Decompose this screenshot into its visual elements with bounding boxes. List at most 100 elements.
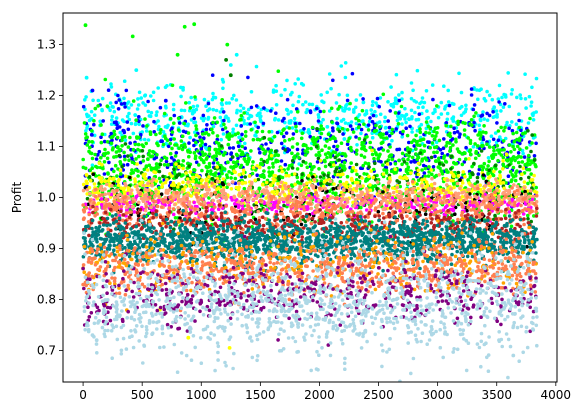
data-point bbox=[194, 141, 198, 145]
data-point bbox=[93, 113, 97, 117]
data-point bbox=[311, 126, 315, 130]
data-point bbox=[158, 177, 162, 181]
data-point bbox=[105, 183, 109, 187]
data-point bbox=[173, 203, 177, 207]
data-point bbox=[366, 215, 370, 219]
data-point bbox=[307, 174, 311, 178]
data-point bbox=[330, 120, 334, 124]
data-point bbox=[172, 168, 176, 172]
data-point bbox=[178, 121, 182, 125]
data-point bbox=[302, 83, 306, 87]
data-point bbox=[426, 116, 430, 120]
data-point bbox=[222, 177, 226, 181]
data-point bbox=[504, 211, 508, 215]
data-point-outlier bbox=[228, 346, 232, 350]
data-point bbox=[261, 147, 265, 151]
data-point bbox=[503, 126, 507, 130]
data-point bbox=[429, 120, 433, 124]
data-point bbox=[100, 185, 104, 189]
data-point bbox=[452, 202, 456, 206]
data-point bbox=[420, 138, 424, 142]
data-point bbox=[258, 166, 262, 170]
data-point bbox=[393, 210, 397, 214]
data-point bbox=[174, 162, 178, 166]
data-point bbox=[355, 98, 359, 102]
data-point bbox=[361, 97, 365, 101]
data-point bbox=[314, 138, 318, 142]
data-point bbox=[92, 123, 96, 127]
data-point bbox=[524, 97, 528, 101]
data-point bbox=[175, 143, 179, 147]
data-point bbox=[250, 114, 254, 118]
data-point bbox=[371, 104, 375, 108]
data-point bbox=[515, 122, 519, 126]
data-point bbox=[483, 162, 487, 166]
data-point bbox=[344, 76, 348, 80]
data-point bbox=[201, 150, 205, 154]
data-point bbox=[99, 179, 103, 183]
data-point bbox=[187, 202, 191, 206]
data-point bbox=[428, 131, 432, 135]
data-point bbox=[410, 115, 414, 119]
data-point bbox=[158, 170, 162, 174]
data-point bbox=[420, 184, 424, 188]
data-point bbox=[200, 169, 204, 173]
data-point bbox=[124, 138, 128, 142]
data-point bbox=[518, 93, 522, 97]
data-point bbox=[397, 122, 401, 126]
data-point bbox=[126, 163, 130, 167]
data-point bbox=[141, 124, 145, 128]
data-point bbox=[154, 133, 158, 137]
data-point bbox=[527, 159, 531, 163]
data-point bbox=[138, 192, 142, 196]
data-point bbox=[126, 115, 130, 119]
data-point bbox=[445, 199, 449, 203]
data-point bbox=[163, 134, 167, 138]
data-point bbox=[482, 138, 486, 142]
data-point bbox=[501, 167, 505, 171]
data-point bbox=[463, 175, 467, 179]
data-point bbox=[219, 169, 223, 173]
data-point bbox=[492, 170, 496, 174]
data-point bbox=[267, 166, 271, 170]
data-point bbox=[450, 179, 454, 183]
data-point bbox=[324, 165, 328, 169]
data-point bbox=[466, 195, 470, 199]
data-point bbox=[475, 88, 479, 92]
data-point bbox=[532, 118, 536, 122]
data-point bbox=[185, 197, 189, 201]
data-point bbox=[346, 214, 350, 218]
data-point bbox=[129, 153, 133, 157]
data-point bbox=[369, 108, 373, 112]
data-point bbox=[404, 121, 408, 125]
data-point bbox=[145, 205, 149, 209]
data-point bbox=[527, 203, 531, 207]
data-point bbox=[141, 197, 145, 201]
data-point bbox=[482, 117, 486, 121]
data-point bbox=[502, 139, 506, 143]
data-point bbox=[443, 195, 447, 199]
data-point bbox=[142, 184, 146, 188]
data-point bbox=[448, 141, 452, 145]
data-point bbox=[172, 137, 176, 141]
data-point bbox=[470, 123, 474, 127]
data-point bbox=[141, 155, 145, 159]
data-point bbox=[411, 89, 415, 93]
data-point bbox=[507, 197, 511, 201]
data-point bbox=[255, 130, 259, 134]
data-point bbox=[340, 64, 344, 68]
data-point bbox=[107, 192, 111, 196]
data-point bbox=[110, 85, 114, 89]
data-point bbox=[169, 152, 173, 156]
data-point bbox=[381, 212, 385, 216]
data-point bbox=[430, 177, 434, 181]
data-point bbox=[446, 89, 450, 93]
data-point bbox=[236, 141, 240, 145]
data-point bbox=[193, 207, 197, 211]
data-point bbox=[359, 93, 363, 97]
data-point bbox=[281, 128, 285, 132]
data-point bbox=[399, 191, 403, 195]
data-point bbox=[356, 211, 360, 215]
data-point bbox=[419, 131, 423, 135]
data-point bbox=[405, 215, 409, 219]
